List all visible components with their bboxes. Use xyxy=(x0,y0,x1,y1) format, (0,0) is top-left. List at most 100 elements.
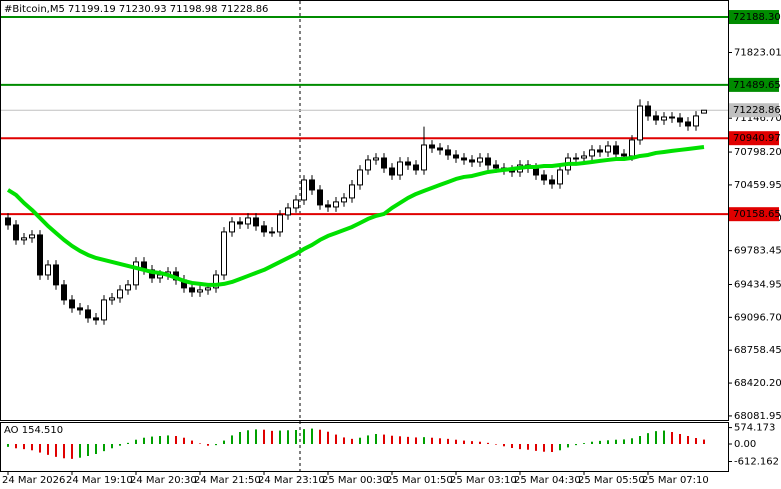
candle-body xyxy=(101,299,107,321)
candle-body xyxy=(349,184,355,199)
candle-body xyxy=(5,217,11,226)
indicator-bar xyxy=(23,444,25,450)
indicator-bar xyxy=(31,444,33,451)
x-tick-label: 25 Mar 01:50 xyxy=(386,475,453,486)
indicator-bar xyxy=(679,434,681,444)
candle-body xyxy=(205,287,211,291)
candle-body xyxy=(37,234,43,276)
indicator-bar xyxy=(543,444,545,452)
candle-body xyxy=(413,164,419,171)
indicator-bar xyxy=(511,444,513,448)
candle-body xyxy=(421,144,427,171)
y-tick-label: 70459.95 xyxy=(734,180,781,191)
indicator-bar xyxy=(7,444,9,447)
indicator-bar xyxy=(415,437,417,444)
candle-body xyxy=(365,159,371,171)
indicator-bar xyxy=(495,444,497,445)
indicator-bar xyxy=(319,429,321,444)
indicator-bar xyxy=(671,432,673,444)
indicator-bar xyxy=(655,431,657,444)
indicator-bar xyxy=(567,444,569,448)
main-frame xyxy=(0,0,729,421)
indicator-bar xyxy=(463,440,465,444)
candle-body xyxy=(109,297,115,301)
level-label: 71489.65 xyxy=(733,80,781,91)
indicator-bar xyxy=(87,444,89,456)
level-label: 70940.97 xyxy=(733,133,781,144)
candle-body xyxy=(293,199,299,209)
indicator-bar xyxy=(183,437,185,444)
indicator-bar xyxy=(407,436,409,444)
indicator-bar xyxy=(175,436,177,444)
candle-body xyxy=(437,147,443,151)
indicator-bar xyxy=(311,428,313,444)
indicator-bar xyxy=(351,438,353,444)
indicator-bar xyxy=(71,444,73,459)
y-tick-label: 69783.45 xyxy=(734,246,781,257)
indicator-bar xyxy=(439,438,441,444)
x-tick-label: 24 Mar 21:50 xyxy=(194,475,261,486)
candle-body xyxy=(549,179,555,185)
candle-body xyxy=(581,155,587,159)
y-tick-label: 68420.20 xyxy=(734,378,781,389)
indicator-bar xyxy=(615,439,617,444)
indicator-bar xyxy=(303,429,305,444)
level-label-box xyxy=(729,131,779,146)
indicator-title: AO 154.510 xyxy=(4,425,63,436)
indicator-bar xyxy=(447,438,449,444)
indicator-bar xyxy=(247,430,249,444)
indicator-bar xyxy=(103,444,105,452)
x-tick-label: 24 Mar 19:10 xyxy=(66,475,133,486)
candle-body xyxy=(213,274,219,289)
indicator-bar xyxy=(607,440,609,444)
indicator-bar xyxy=(383,434,385,444)
candle-body xyxy=(53,264,59,286)
candle-body xyxy=(669,116,675,119)
x-tick-label: 25 Mar 03:10 xyxy=(450,475,517,486)
indicator-bar xyxy=(487,442,489,444)
x-tick-label: 24 Mar 2026 xyxy=(2,475,65,486)
candle-body xyxy=(405,161,411,166)
candle-body xyxy=(453,154,459,159)
level-label-box xyxy=(729,10,779,25)
indicator-bar xyxy=(551,444,553,452)
indicator-bar xyxy=(375,434,377,444)
level-label-box xyxy=(729,77,779,92)
y-tick-label: 71823.01 xyxy=(734,48,781,59)
indicator-bar xyxy=(79,444,81,458)
indicator-bar xyxy=(431,437,433,444)
candle-body xyxy=(61,284,67,301)
x-tick-label: 24 Mar 20:30 xyxy=(130,475,197,486)
candle-body xyxy=(69,299,75,309)
indicator-bar xyxy=(703,439,705,444)
indicator-bar xyxy=(263,429,265,444)
indicator-bar xyxy=(471,441,473,444)
candle-body xyxy=(653,115,659,121)
indicator-bar xyxy=(535,444,537,451)
x-tick-label: 25 Mar 07:10 xyxy=(642,475,709,486)
level-label: 72188.30 xyxy=(733,12,781,23)
candle-body xyxy=(45,264,51,276)
level-label: 71228.86 xyxy=(733,105,781,116)
chart-title: #Bitcoin,M5 71199.19 71230.93 71198.98 7… xyxy=(4,4,268,15)
indicator-bar xyxy=(167,435,169,444)
indicator-bar xyxy=(39,444,41,453)
indicator-bar xyxy=(423,437,425,444)
indicator-bar xyxy=(647,433,649,444)
candle-body xyxy=(645,105,651,117)
level-label-box xyxy=(729,207,779,222)
candle-body xyxy=(381,157,387,169)
candle-body xyxy=(485,157,491,166)
candle-body xyxy=(605,145,611,153)
indicator-bar xyxy=(623,439,625,444)
candle-body xyxy=(373,157,379,161)
indicator-bar xyxy=(287,430,289,444)
indicator-bar xyxy=(15,444,17,449)
candle-body xyxy=(221,231,227,276)
candle-body xyxy=(429,144,435,149)
candle-body xyxy=(325,204,331,208)
indicator-y-tick-label: -612.162 xyxy=(734,456,779,467)
candle-body xyxy=(629,139,635,157)
candle-body xyxy=(597,149,603,153)
